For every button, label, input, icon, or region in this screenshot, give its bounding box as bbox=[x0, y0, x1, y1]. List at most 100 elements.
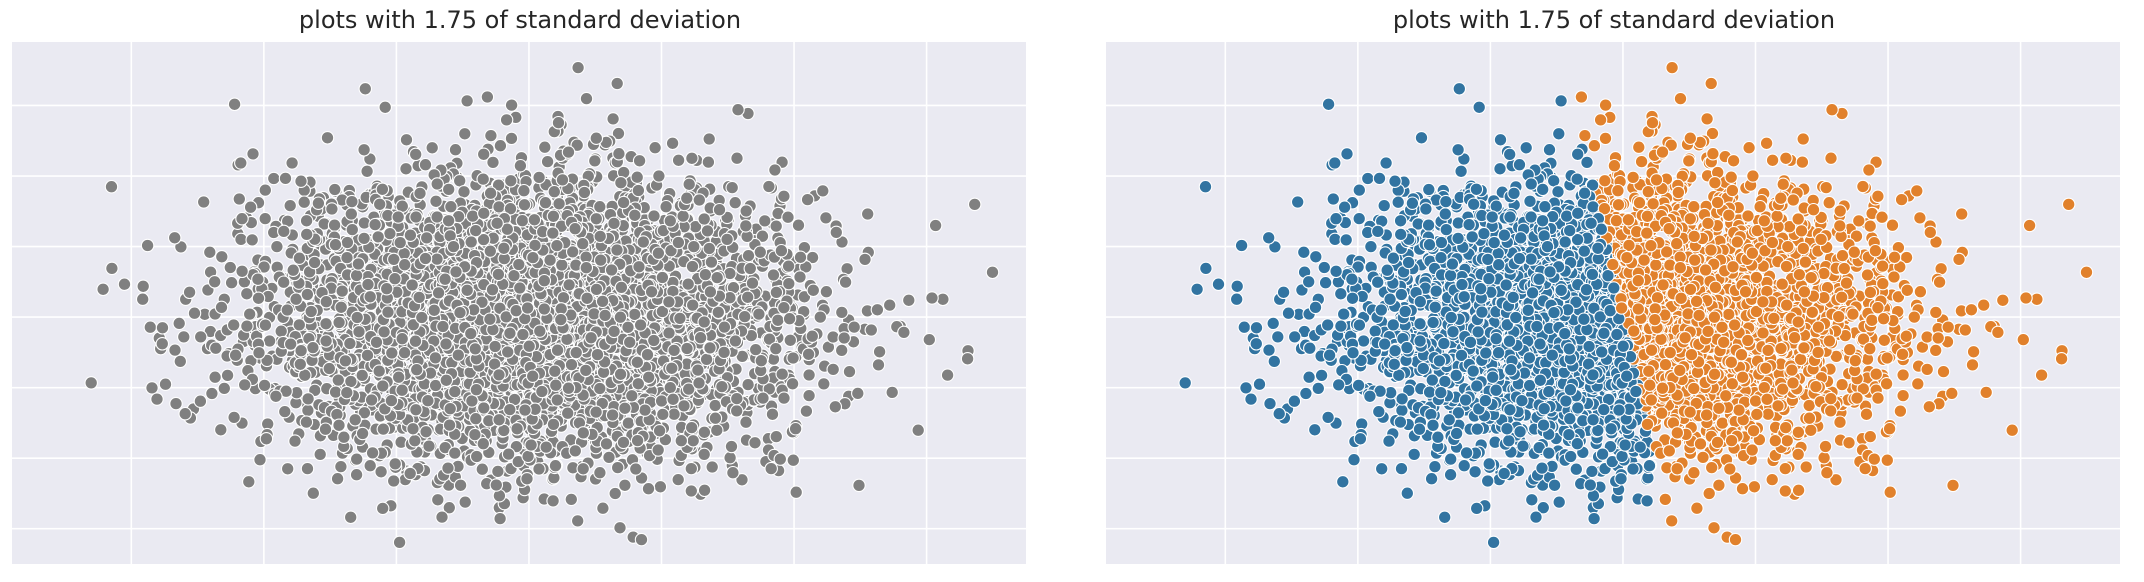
data-point bbox=[730, 151, 744, 165]
data-point bbox=[781, 259, 796, 273]
data-point bbox=[648, 140, 662, 155]
data-point bbox=[117, 277, 132, 291]
chart-title: plots with 1.75 of standard deviation bbox=[298, 6, 742, 34]
data-point bbox=[224, 275, 239, 290]
data-point bbox=[691, 363, 705, 377]
data-point bbox=[885, 385, 899, 400]
data-point bbox=[546, 417, 561, 432]
data-point bbox=[320, 131, 335, 145]
data-point bbox=[605, 408, 620, 422]
data-point bbox=[337, 430, 351, 444]
data-point bbox=[774, 243, 789, 258]
data-point bbox=[408, 434, 422, 448]
data-point bbox=[630, 170, 644, 184]
data-point bbox=[692, 193, 707, 207]
data-point bbox=[752, 307, 766, 321]
data-point bbox=[524, 438, 538, 452]
data-point bbox=[537, 302, 552, 316]
data-point bbox=[172, 316, 186, 331]
data-point bbox=[319, 317, 333, 331]
data-point bbox=[214, 300, 229, 315]
data-point bbox=[828, 400, 843, 414]
data-point bbox=[372, 197, 387, 212]
data-point bbox=[258, 211, 272, 226]
data-point bbox=[897, 325, 911, 340]
data-point bbox=[568, 221, 582, 236]
data-point bbox=[292, 251, 307, 265]
data-point bbox=[593, 253, 608, 267]
data-point bbox=[304, 304, 318, 319]
data-point bbox=[532, 462, 546, 476]
data-point bbox=[555, 173, 570, 187]
data-point bbox=[386, 474, 401, 488]
data-point bbox=[387, 252, 401, 267]
data-point bbox=[155, 321, 170, 335]
data-point bbox=[593, 381, 607, 396]
data-point bbox=[564, 492, 579, 507]
data-point bbox=[419, 425, 433, 439]
data-point bbox=[743, 261, 758, 276]
data-point bbox=[500, 222, 515, 236]
data-point bbox=[468, 223, 483, 238]
data-point bbox=[548, 364, 562, 378]
data-point bbox=[476, 172, 490, 186]
data-point bbox=[464, 326, 478, 341]
data-point bbox=[330, 407, 344, 422]
data-point bbox=[730, 391, 744, 406]
data-point bbox=[655, 270, 670, 285]
data-point bbox=[499, 310, 513, 324]
data-point bbox=[549, 378, 563, 392]
data-point bbox=[697, 425, 712, 440]
data-point bbox=[484, 128, 498, 143]
data-point bbox=[286, 263, 300, 277]
data-point bbox=[512, 257, 526, 272]
data-point bbox=[540, 154, 555, 169]
data-point bbox=[684, 420, 699, 435]
data-point bbox=[311, 196, 326, 210]
data-point bbox=[405, 278, 419, 292]
data-point bbox=[499, 113, 514, 127]
data-point bbox=[647, 209, 661, 223]
data-point bbox=[448, 384, 462, 399]
data-point bbox=[399, 133, 414, 147]
data-point bbox=[406, 318, 421, 332]
data-point bbox=[618, 401, 632, 416]
data-point bbox=[769, 219, 783, 233]
data-point bbox=[782, 276, 796, 291]
data-point bbox=[662, 295, 676, 309]
data-point bbox=[570, 514, 585, 528]
data-point bbox=[84, 376, 98, 390]
data-point bbox=[533, 324, 547, 338]
data-point bbox=[769, 429, 784, 444]
data-point bbox=[729, 404, 744, 418]
data-point bbox=[842, 364, 857, 379]
data-point bbox=[276, 275, 291, 289]
data-point bbox=[636, 235, 651, 249]
data-point bbox=[438, 272, 452, 286]
data-point bbox=[388, 457, 402, 471]
data-point bbox=[283, 337, 298, 351]
data-point bbox=[630, 433, 645, 448]
data-point bbox=[376, 422, 391, 436]
data-point bbox=[610, 76, 624, 91]
data-point bbox=[546, 226, 560, 240]
data-point bbox=[361, 277, 375, 292]
data-point bbox=[654, 394, 669, 408]
data-point bbox=[618, 478, 632, 493]
data-point bbox=[641, 370, 656, 385]
data-point bbox=[435, 510, 449, 524]
data-point bbox=[802, 368, 816, 382]
data-point bbox=[708, 411, 723, 425]
data-point bbox=[448, 142, 463, 157]
data-point bbox=[501, 447, 516, 461]
data-point bbox=[428, 378, 443, 393]
data-point bbox=[985, 265, 1000, 280]
data-point bbox=[685, 151, 699, 166]
data-point bbox=[384, 393, 399, 408]
data-point bbox=[791, 218, 806, 232]
data-point bbox=[783, 333, 798, 348]
data-point bbox=[480, 90, 495, 104]
data-point bbox=[489, 478, 504, 492]
data-point bbox=[569, 345, 583, 360]
data-point bbox=[319, 334, 333, 348]
